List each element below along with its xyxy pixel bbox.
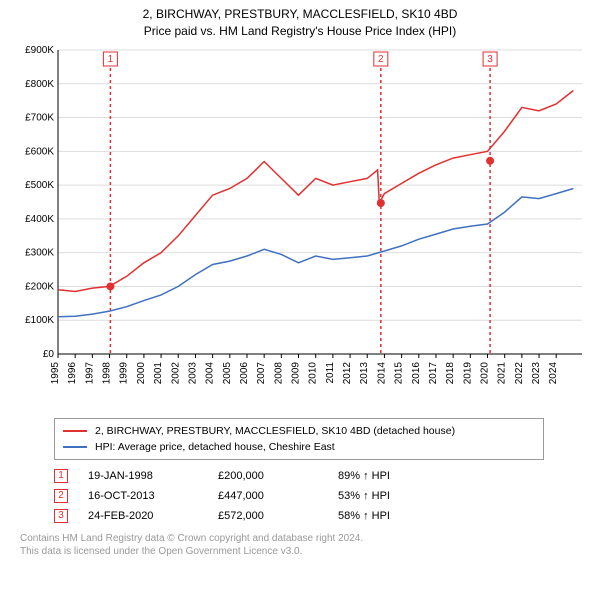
figure-container: 2, BIRCHWAY, PRESTBURY, MACCLESFIELD, SK…: [0, 0, 600, 562]
transaction-price-1: £200,000: [218, 470, 338, 482]
transaction-date-1: 19-JAN-1998: [88, 470, 218, 482]
title-block: 2, BIRCHWAY, PRESTBURY, MACCLESFIELD, SK…: [10, 6, 590, 40]
transaction-pct-2: 53% ↑ HPI: [338, 490, 448, 502]
svg-text:2019: 2019: [462, 361, 473, 384]
transaction-row-1: 1 19-JAN-1998 £200,000 89% ↑ HPI: [54, 466, 590, 486]
transaction-num-1: 1: [58, 470, 64, 481]
svg-text:£400K: £400K: [25, 213, 54, 224]
svg-text:£300K: £300K: [25, 247, 54, 258]
chart: £0 £100K £200K £300K £400K £500K £600K £700K £80…: [10, 44, 590, 414]
svg-text:2020: 2020: [480, 361, 491, 384]
svg-text:2003: 2003: [187, 361, 198, 384]
svg-text:2011: 2011: [325, 361, 336, 383]
transaction-row-3: 3 24-FEB-2020 £572,000 58% ↑ HPI: [54, 506, 590, 526]
svg-text:2016: 2016: [411, 361, 422, 384]
svg-text:2021: 2021: [497, 361, 508, 384]
svg-text:2006: 2006: [239, 361, 250, 384]
svg-text:1: 1: [108, 54, 114, 65]
svg-text:1999: 1999: [119, 361, 130, 384]
svg-text:2022: 2022: [514, 361, 525, 384]
svg-text:2001: 2001: [153, 361, 164, 384]
credits: Contains HM Land Registry data © Crown c…: [20, 532, 590, 558]
svg-text:£600K: £600K: [25, 146, 54, 157]
svg-text:2004: 2004: [205, 361, 216, 384]
svg-text:2023: 2023: [531, 361, 542, 384]
transaction-pct-3: 58% ↑ HPI: [338, 510, 448, 522]
transaction-marker-1: 1: [54, 469, 68, 483]
transaction-marker-2: 2: [54, 489, 68, 503]
svg-text:£700K: £700K: [25, 112, 54, 123]
svg-text:£0: £0: [43, 349, 55, 360]
svg-text:2017: 2017: [428, 361, 439, 384]
transaction-pct-1: 89% ↑ HPI: [338, 470, 448, 482]
svg-text:2013: 2013: [359, 361, 370, 384]
svg-text:2007: 2007: [256, 361, 267, 384]
svg-text:1998: 1998: [102, 361, 113, 384]
legend: 2, BIRCHWAY, PRESTBURY, MACCLESFIELD, SK…: [54, 418, 544, 460]
credits-line-2: This data is licensed under the Open Gov…: [20, 545, 590, 558]
transactions-table: 1 19-JAN-1998 £200,000 89% ↑ HPI 2 16-OC…: [54, 466, 590, 526]
legend-swatch-hpi: [63, 446, 87, 448]
credits-line-1: Contains HM Land Registry data © Crown c…: [20, 532, 590, 545]
svg-text:1997: 1997: [84, 361, 95, 384]
svg-text:2010: 2010: [308, 361, 319, 384]
svg-text:2012: 2012: [342, 361, 353, 384]
transaction-row-2: 2 16-OCT-2013 £447,000 53% ↑ HPI: [54, 486, 590, 506]
transaction-num-2: 2: [58, 490, 64, 501]
chart-svg: £0 £100K £200K £300K £400K £500K £600K £700K £80…: [10, 44, 590, 414]
svg-text:2009: 2009: [291, 361, 302, 384]
transaction-price-3: £572,000: [218, 510, 338, 522]
transaction-price-2: £447,000: [218, 490, 338, 502]
svg-text:2000: 2000: [136, 361, 147, 384]
svg-text:1995: 1995: [50, 361, 61, 384]
legend-item-hpi: HPI: Average price, detached house, Ches…: [63, 439, 535, 455]
svg-text:2014: 2014: [376, 361, 387, 384]
svg-text:£200K: £200K: [25, 281, 54, 292]
legend-swatch-property: [63, 430, 87, 432]
svg-text:£500K: £500K: [25, 180, 54, 191]
title-line-1: 2, BIRCHWAY, PRESTBURY, MACCLESFIELD, SK…: [10, 6, 590, 23]
svg-text:2015: 2015: [394, 361, 405, 384]
transaction-date-3: 24-FEB-2020: [88, 510, 218, 522]
svg-text:2008: 2008: [273, 361, 284, 384]
svg-text:£900K: £900K: [25, 45, 54, 56]
transaction-num-3: 3: [58, 510, 64, 521]
svg-text:3: 3: [487, 54, 493, 65]
svg-text:1996: 1996: [67, 361, 78, 384]
legend-label-hpi: HPI: Average price, detached house, Ches…: [95, 441, 335, 453]
svg-text:2018: 2018: [445, 361, 456, 384]
svg-text:2024: 2024: [548, 361, 559, 384]
legend-label-property: 2, BIRCHWAY, PRESTBURY, MACCLESFIELD, SK…: [95, 425, 455, 437]
svg-text:£100K: £100K: [25, 315, 54, 326]
transaction-marker-3: 3: [54, 509, 68, 523]
svg-text:2: 2: [378, 54, 384, 65]
svg-text:£800K: £800K: [25, 78, 54, 89]
svg-text:2002: 2002: [170, 361, 181, 384]
svg-text:2005: 2005: [222, 361, 233, 384]
transaction-date-2: 16-OCT-2013: [88, 490, 218, 502]
legend-item-property: 2, BIRCHWAY, PRESTBURY, MACCLESFIELD, SK…: [63, 423, 535, 439]
title-line-2: Price paid vs. HM Land Registry's House …: [10, 23, 590, 40]
